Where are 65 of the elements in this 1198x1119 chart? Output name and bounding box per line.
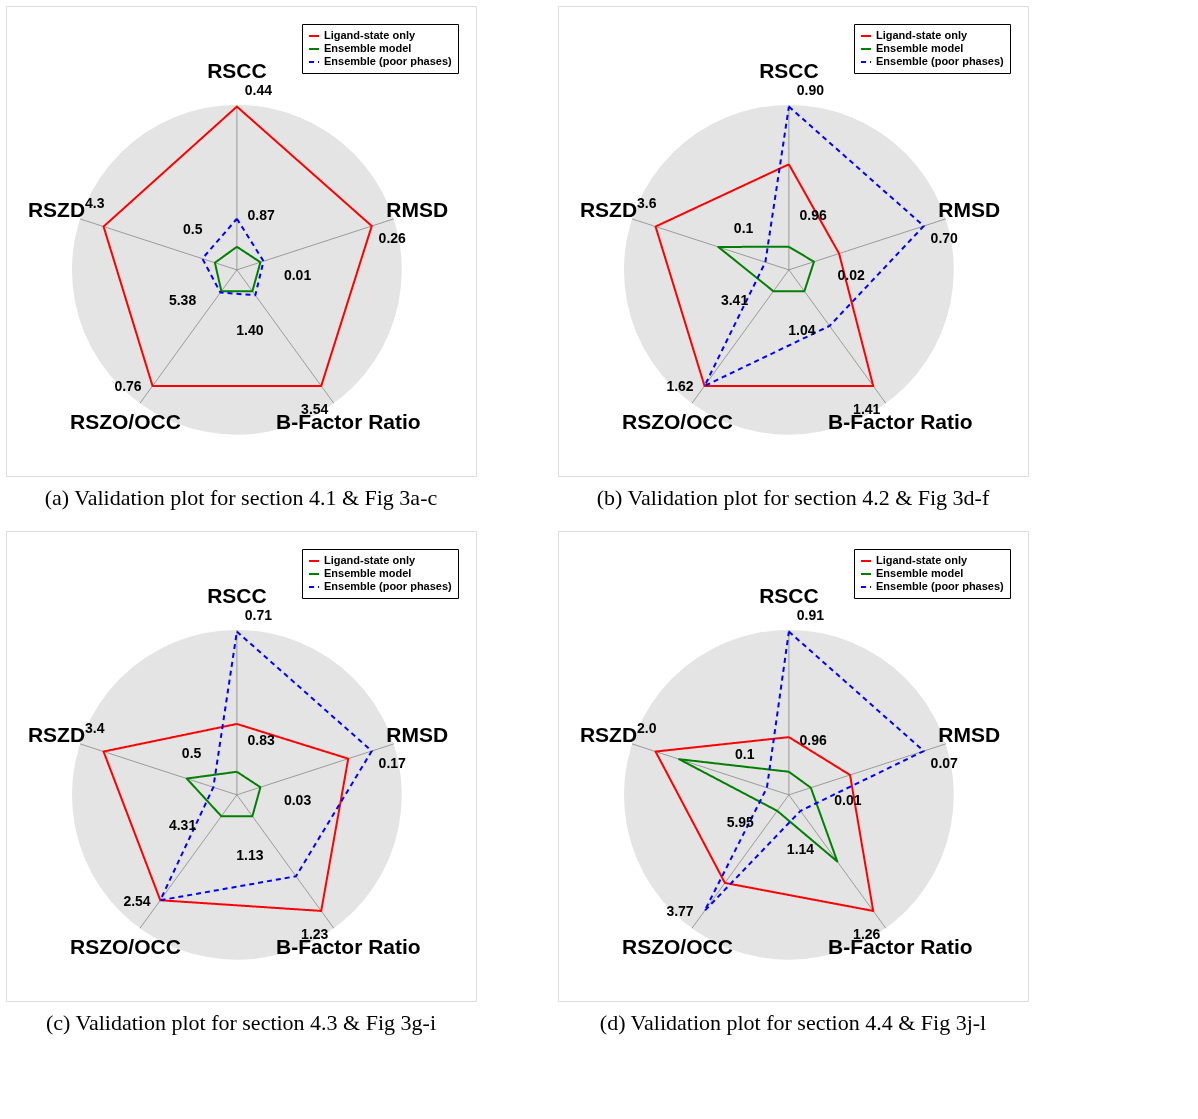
spoke-label: RSCC <box>207 583 267 607</box>
text: 1.04 <box>788 322 816 339</box>
spoke-label: RSZO/OCC <box>69 410 181 434</box>
text: 4.3 <box>85 194 105 211</box>
text: 0.90 <box>796 82 825 99</box>
text: 0.17 <box>378 755 406 772</box>
spoke-label: RSZD <box>579 723 638 747</box>
text: 5.38 <box>168 292 197 309</box>
spoke-label: RSZO/OCC <box>621 935 733 959</box>
text: 1.13 <box>236 847 264 864</box>
spoke-label: RMSD <box>386 723 449 747</box>
legend-label: Ligand-state only <box>324 554 416 566</box>
text: 2.54 <box>123 893 151 910</box>
text: (d) Validation plot for section 4.4 & Fig 3j-l <box>599 1010 987 1035</box>
spoke-label: RSZD <box>27 198 86 222</box>
spoke-label: RSZO/OCC <box>621 410 733 434</box>
spoke-label: RSCC <box>759 58 819 82</box>
spoke-label: RSCC <box>207 58 267 82</box>
text: 2.0 <box>637 719 657 736</box>
text: 0.83 <box>247 731 275 748</box>
text: 0.44 <box>244 82 273 99</box>
spoke-label: RSZD <box>579 198 638 222</box>
text: 0.87 <box>247 206 275 223</box>
legend-label: Ensemble model <box>324 42 412 54</box>
text: 0.96 <box>799 731 827 748</box>
spoke-label: RSZD <box>27 723 86 747</box>
text: 0.03 <box>283 792 312 809</box>
text: (b) Validation plot for section 4.2 & Fig 3d-f <box>596 485 990 510</box>
text: 0.76 <box>114 378 142 395</box>
legend-label: Ligand-state only <box>876 29 968 41</box>
spoke-label: RSZO/OCC <box>69 935 181 959</box>
legend-label: Ensemble model <box>324 567 412 579</box>
spoke-label: RMSD <box>386 198 449 222</box>
spoke-label: RMSD <box>938 198 1001 222</box>
text: 0.1 <box>733 219 754 236</box>
legend-label: Ensemble model <box>876 567 964 579</box>
text: 0.07 <box>930 755 958 772</box>
spoke-label: RMSD <box>938 723 1001 747</box>
text: 0.1 <box>735 746 755 763</box>
text: (a) Validation plot for section 4.1 & Fig 3a-c <box>44 485 438 510</box>
legend-label: Ligand-state only <box>876 554 968 566</box>
text: 0.01 <box>283 267 312 284</box>
text: 0.70 <box>930 230 958 247</box>
text: 1.14 <box>786 840 815 857</box>
text: 0.91 <box>796 607 825 624</box>
text: 0.26 <box>378 230 406 247</box>
text: 0.71 <box>244 607 273 624</box>
legend-label: Ensemble (poor phases) <box>876 55 1005 67</box>
text: 3.77 <box>666 903 694 920</box>
legend-label: Ligand-state only <box>324 29 416 41</box>
legend-label: Ensemble (poor phases) <box>324 55 453 67</box>
text: (c) Validation plot for section 4.3 & Fig 3g-i <box>45 1010 437 1035</box>
text: 1.40 <box>236 322 264 339</box>
text: 0.5 <box>183 221 203 238</box>
text: 5.95 <box>726 813 754 830</box>
text: 3.41 <box>720 292 749 309</box>
legend-label: Ensemble model <box>876 42 964 54</box>
text: 3.6 <box>637 194 657 211</box>
text: 1.62 <box>666 378 694 395</box>
spoke-label: RSCC <box>759 583 819 607</box>
text: 3.4 <box>85 719 105 736</box>
legend-label: Ensemble (poor phases) <box>876 580 1005 592</box>
text: 0.5 <box>181 744 202 761</box>
text: 4.31 <box>168 817 197 834</box>
legend-label: Ensemble (poor phases) <box>324 580 453 592</box>
